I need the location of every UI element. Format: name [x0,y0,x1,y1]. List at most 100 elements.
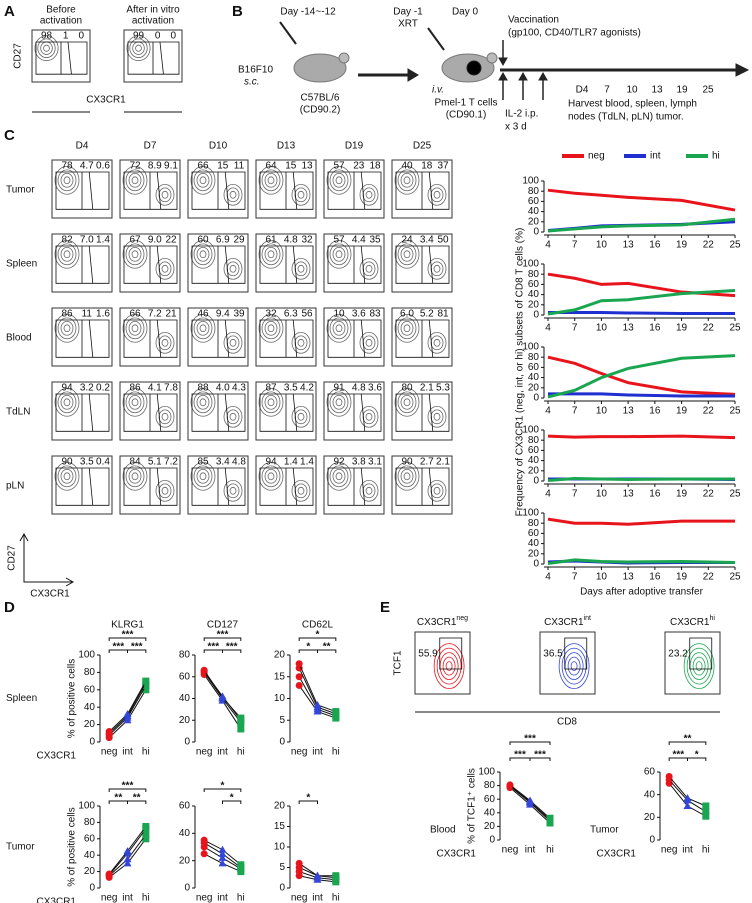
plot-frame [255,159,317,219]
label: 13 [651,85,663,96]
contour [60,468,74,484]
contour [335,472,343,481]
contour [335,176,343,185]
contour [125,317,145,340]
label: 3.8 [352,457,366,468]
x-tick-label: 7 [572,323,578,334]
label: CD27 [7,545,18,571]
series-line [547,354,736,399]
flow-plot [51,233,113,293]
y-tick-label: 5 [279,862,285,873]
plot-frame [119,159,181,219]
contour [54,165,80,195]
gate [191,319,246,358]
label: 40 [401,161,413,172]
contour [261,465,281,488]
label: activation [40,16,82,27]
axis-title: CX3CR1 [597,849,637,860]
label: Vaccination [508,15,559,26]
y-tick-label: 100 [522,342,539,353]
panel-label: C [4,127,15,144]
contour [43,44,50,52]
plot-frame [187,381,249,441]
sig-bracket [127,649,147,653]
x-tick-label: 19 [676,323,688,334]
contour [264,172,278,188]
gate [327,171,382,210]
flow-plot [323,307,385,367]
flow-plot [187,381,249,441]
sig-label: ** [133,793,141,804]
contour [63,398,71,407]
contour [267,250,275,259]
label: 80 [401,383,413,394]
gate [395,393,450,432]
contour [332,394,346,410]
label: 1.4 [284,457,298,468]
marker [142,686,150,694]
label: i.v. [432,85,444,96]
label: D4 [576,85,589,96]
y-tick-label: 20 [528,548,540,559]
x-tick-label: 19 [676,406,688,417]
x-tick-label: 22 [703,240,715,251]
contour [54,313,80,343]
y-tick-label: 80 [528,186,540,197]
plot-frame [255,455,317,515]
contour [223,479,243,502]
x-tick-label: neg [661,845,678,856]
label: 10 [626,85,638,96]
contour [359,405,379,428]
label: 7.8 [164,383,178,394]
label: 4.2 [300,383,314,394]
contour [158,335,172,351]
label: D7 [144,141,157,152]
contour [267,398,275,407]
chart-title: CD127 [207,620,239,631]
x-tick-label: 19 [676,489,688,500]
plot-frame [323,455,385,515]
y-tick-label: 0 [279,883,285,894]
flow-plot [391,159,453,219]
x-tick-label: 7 [572,489,578,500]
marker [142,835,150,843]
label: hi [710,615,716,622]
contour [297,412,305,421]
plot-title: CX3CR1hi [670,615,715,628]
contour [34,35,59,62]
label: D19 [345,141,364,152]
contour [430,483,444,499]
gate [55,467,110,506]
flow-plot [31,29,91,83]
label: 4.8 [284,235,298,246]
contour [332,468,346,484]
contour [226,483,240,499]
contour [394,387,420,417]
sig-bracket [222,800,242,804]
contour [294,261,308,277]
y-tick-label: 100 [78,650,95,661]
contour [155,479,175,502]
x-tick-label: 25 [729,489,741,500]
axis-arrow [19,532,75,587]
contour [190,165,216,195]
sig-label: *** [226,642,238,653]
contour [359,479,379,502]
label: 0 [171,31,177,42]
y-tick-label: 0 [533,559,539,570]
x-tick-label: 4 [545,489,551,500]
y-tick-label: 40 [179,828,191,839]
marker [702,808,710,816]
label: 9.1 [164,161,178,172]
contour [229,412,237,421]
x-tick-label: 7 [572,572,578,583]
contour [57,243,77,266]
contour [261,391,281,414]
y-tick-label: 40 [644,789,656,800]
contour [442,656,456,676]
label: 4.7 [80,161,94,172]
contour [326,313,352,343]
row-label: Tumor [6,842,35,853]
x-tick-label: neg [196,893,213,903]
contour [261,317,281,340]
